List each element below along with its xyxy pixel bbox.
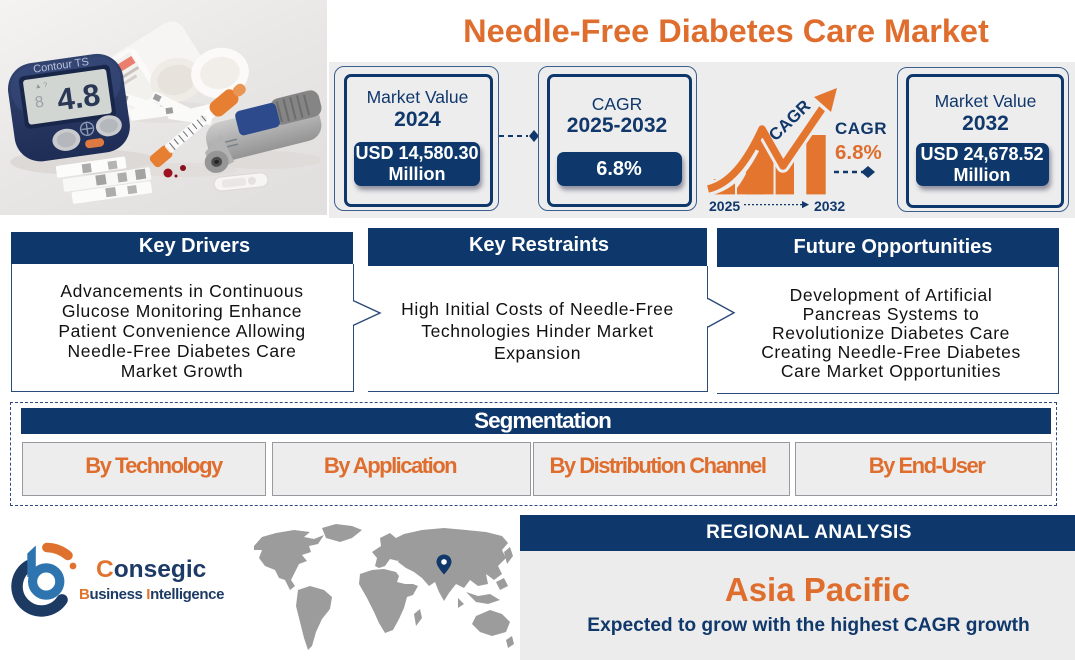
svg-text:▲ ?: ▲ ? — [34, 82, 48, 91]
svg-text:4.8: 4.8 — [55, 77, 103, 118]
svg-text:8: 8 — [34, 94, 45, 112]
svg-text:Business Intelligence: Business Intelligence — [79, 586, 224, 603]
svg-text:Consegic: Consegic — [96, 556, 206, 583]
